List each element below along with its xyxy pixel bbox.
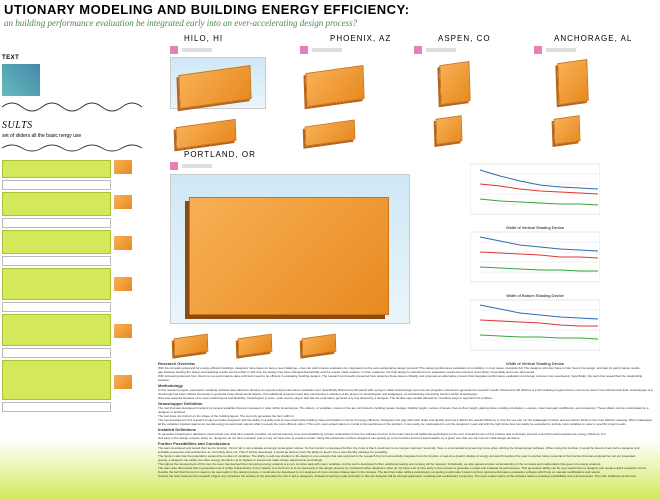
results-caption: set of sliders all the basic nergy use [2,133,157,139]
chart-2: Width of Bottom Shading Device [470,228,600,286]
render-phoenix [300,46,378,143]
city-label-aspen: ASPEN, CO [438,34,491,43]
mini-render [114,195,132,209]
section-results-label: SULTS [2,120,157,131]
gh-node [2,314,111,346]
render-portland [170,162,410,354]
para: all the variables inputted against an ov… [158,422,653,426]
render-anchorage [534,46,612,143]
mini-render [114,236,132,250]
gh-node [2,256,111,266]
city-label-portland: PORTLAND, OR [184,150,256,159]
mini-render [114,375,132,389]
para: Overall, the team believes the research … [158,474,653,478]
render-hilo [170,46,266,145]
gh-node [2,402,111,412]
divider-squiggle [2,99,142,115]
left-column: TEXT SULTS set of sliders all the basic … [2,55,157,414]
seed-icon [534,46,542,54]
gh-node [2,192,111,216]
seed-icon [414,46,422,54]
gh-node [2,160,111,178]
mini-render [114,324,132,338]
gh-node [2,180,111,190]
chart-svg [470,160,600,218]
para: and early in the design process. Early o… [158,436,653,440]
chart-svg [470,296,600,354]
context-thumbnail [2,64,40,96]
para: The tool that was developed functions by… [158,406,653,414]
chart-3: Width of Vertical Shading Device [470,296,600,354]
page-subtitle: an building performance evaluation be in… [4,18,357,28]
seed-icon [170,162,178,170]
chart-1: Width of Vertical Shading Device [470,160,600,218]
city-label-hilo: HILO, HI [184,34,223,43]
city-label-phoenix: PHOENIX, AZ [330,34,391,43]
gh-node [2,360,111,400]
page-title: UTIONARY MODELING AND BUILDING ENERGY EF… [4,2,410,17]
gh-node [2,218,111,228]
gh-node [2,302,111,312]
gh-node [2,230,111,254]
render-aspen [414,46,492,143]
mini-render [114,277,132,291]
divider-squiggle [2,142,142,154]
section-text-label: TEXT [2,55,157,61]
seed-icon [300,46,308,54]
gh-node [2,348,111,358]
para: With increasing demand from clients to u… [158,374,653,382]
chart-svg [470,228,600,286]
seed-icon [170,46,178,54]
city-label-anchorage: ANCHORAGE, AL [554,34,632,43]
bottom-text-block: Research Overview With the increasing de… [158,360,653,478]
para: Diva was selected because of its open-en… [158,396,653,400]
mini-render [114,160,132,174]
gh-node [2,268,111,300]
